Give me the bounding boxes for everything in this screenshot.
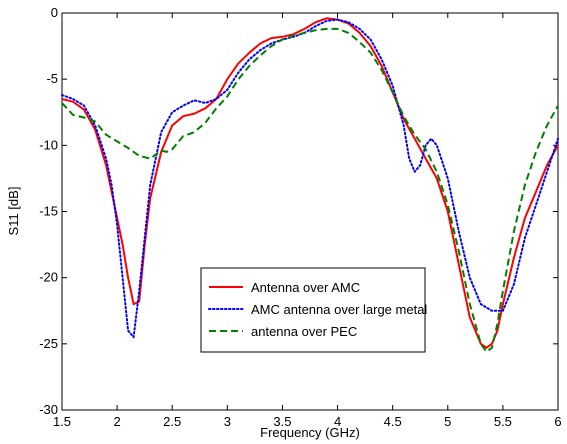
y-axis-label: S11 [dB] <box>6 187 21 236</box>
legend-entry-label: Antenna over AMC <box>251 280 360 295</box>
y-tick-label: -20 <box>39 270 58 285</box>
y-tick-label: 0 <box>51 5 58 20</box>
x-tick-label: 5.5 <box>494 414 512 429</box>
y-tick-label: -5 <box>46 71 58 86</box>
series-line-antenna-over-amc <box>61 17 559 349</box>
legend: Antenna over AMC AMC antenna over large m… <box>200 267 427 353</box>
legend-entry-label: AMC antenna over large metal <box>251 302 427 317</box>
y-tick-label: -10 <box>39 137 58 152</box>
x-tick-label: 3 <box>224 414 231 429</box>
legend-entry-label: antenna over PEC <box>251 324 357 339</box>
y-tick-label: -25 <box>39 336 58 351</box>
x-tick-label: 4 <box>334 414 341 429</box>
x-tick-label: 2.5 <box>163 414 181 429</box>
series-line-antenna-over-pec <box>61 27 559 353</box>
x-tick-label: 1.5 <box>53 414 71 429</box>
x-tick-label: 2 <box>113 414 120 429</box>
x-axis-label: Frequency (GHz) <box>260 425 360 440</box>
x-tick-label: 3.5 <box>273 414 291 429</box>
ticks-layer: 1.5 2 2.5 3 3.5 4 4.5 5 5.5 6 0 -5 -10 -15 -20 -25 -30 <box>39 5 561 429</box>
x-tick-label: 5 <box>444 414 451 429</box>
x-tick-label: 4.5 <box>384 414 402 429</box>
y-tick-label: -15 <box>39 204 58 219</box>
y-tick-label: -30 <box>39 402 58 417</box>
series-layer <box>61 17 559 353</box>
x-tick-label: 6 <box>554 414 561 429</box>
